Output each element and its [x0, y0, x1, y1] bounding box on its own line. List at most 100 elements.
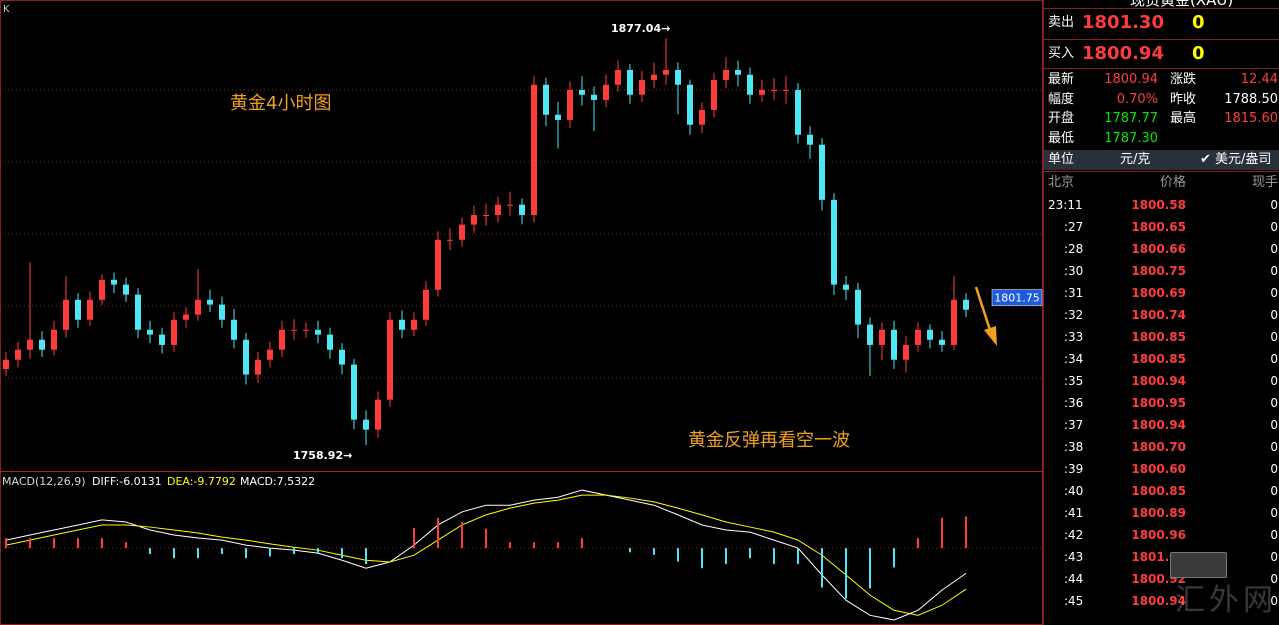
price-tag [991, 289, 1043, 306]
stat-cell: 12.44 [1240, 72, 1278, 87]
candle-body [567, 89, 573, 120]
tick-volume: 0 [1270, 572, 1278, 586]
candle-body [219, 304, 225, 320]
stat-cell: 昨收 [1170, 91, 1197, 107]
buy-label: 买入 [1048, 46, 1075, 61]
candle-body [435, 239, 441, 290]
candle-body [951, 299, 957, 345]
tick-volume: 0 [1270, 330, 1278, 344]
tick-time: 23:11 [1048, 198, 1083, 212]
tick-volume: 0 [1270, 418, 1278, 432]
separator [1044, 8, 1279, 9]
candle-body [855, 289, 861, 325]
candle-body [483, 215, 489, 217]
tick-time: :41 [1064, 506, 1084, 520]
high-label: 1877.04→ [611, 22, 670, 35]
tick-time: :45 [1064, 594, 1084, 608]
macd-line [5, 489, 967, 621]
candle-body [711, 79, 717, 110]
tick-volume: 0 [1270, 506, 1278, 520]
candle-body [291, 329, 297, 331]
tick-time: :34 [1064, 352, 1084, 366]
candle-body [555, 114, 561, 120]
candle-body [747, 74, 753, 95]
tick-volume: 0 [1270, 462, 1278, 476]
candle-body [459, 224, 465, 240]
tick-price: 1800.58 [1131, 198, 1186, 212]
candle-body [27, 339, 33, 350]
candle-body [99, 279, 105, 300]
candle-body [627, 69, 633, 95]
candle-body [159, 334, 165, 345]
tick-time: :33 [1064, 330, 1084, 344]
candle-body [339, 349, 345, 365]
candle-body [879, 329, 885, 345]
tick-volume: 0 [1270, 374, 1278, 388]
candle-body [39, 339, 45, 350]
tick-volume: 0 [1270, 396, 1278, 410]
stat-cell: 涨跌 [1170, 72, 1197, 87]
candle-body [207, 299, 213, 305]
candle-body [111, 279, 117, 285]
tick-time: :32 [1064, 308, 1084, 322]
tick-time: :38 [1064, 440, 1084, 454]
stat-cell: 1787.30 [1104, 130, 1158, 146]
tick-header: 价格 [1159, 175, 1186, 190]
tick-time: :44 [1064, 572, 1084, 586]
candle-body [891, 329, 897, 360]
tick-price: 1800.85 [1131, 330, 1186, 344]
sell-volume: 0 [1192, 12, 1205, 33]
candle-body [831, 199, 837, 285]
macd-line [5, 494, 967, 616]
candle-body [963, 299, 969, 310]
legend-entry: DEA:-9.7792 [167, 475, 236, 488]
legend-entry: DIFF:-6.0131 [92, 475, 162, 488]
stat-cell: 开盘 [1048, 111, 1075, 126]
tick-volume: 0 [1270, 242, 1278, 256]
candle-body [423, 289, 429, 320]
candle-body [267, 349, 273, 360]
candle-body [843, 284, 849, 290]
candle-body [495, 204, 501, 216]
chart: K 黄金4小时图 黄金反弹再看空一波 1877.04→ 1758.92→ MAC… [0, 0, 1043, 625]
candle-body [3, 359, 9, 370]
sell-price: 1801.30 [1082, 12, 1164, 33]
price-tag-label: 1801.75 [994, 292, 1040, 305]
unit-option[interactable]: ✔ 美元/盎司 [1200, 152, 1272, 167]
candle-body [303, 329, 309, 331]
candle-body [255, 359, 261, 375]
stat-cell: 幅度 [1048, 91, 1075, 107]
candle-body [243, 339, 249, 375]
tick-volume: 0 [1270, 594, 1278, 608]
tick-time: :30 [1064, 264, 1084, 278]
buy-price: 1800.94 [1082, 43, 1164, 64]
candle-body [795, 89, 801, 135]
candle-body [471, 215, 477, 225]
tick-volume: 0 [1270, 286, 1278, 300]
stat-cell: 1788.50 [1224, 91, 1278, 107]
tick-price: 1800.75 [1131, 264, 1186, 278]
candle-body [387, 319, 393, 400]
tick-header: 现手 [1251, 175, 1278, 190]
candle-body [399, 319, 405, 330]
candle-body [87, 299, 93, 320]
tick-price: 1800.70 [1131, 440, 1186, 454]
chart-frame [0, 0, 1043, 625]
quote-panel: 现货黄金(XAU) 卖出 1801.30 0 买入 1800.94 0 最新 18… [1043, 0, 1279, 625]
keyboard-icon[interactable] [1170, 552, 1227, 578]
arrow-shaft [974, 286, 992, 331]
tick-time: :43 [1064, 550, 1084, 564]
tick-volume: 0 [1270, 440, 1278, 454]
candle-body [651, 74, 657, 80]
candle-body [615, 69, 621, 85]
candle-body [639, 79, 645, 95]
candle-body [63, 299, 69, 330]
tick-volume: 0 [1270, 528, 1278, 542]
tick-volume: 0 [1270, 220, 1278, 234]
tick-price: 1800.85 [1131, 352, 1186, 366]
macd-panel [0, 489, 1042, 621]
unit-label: 单位 [1048, 152, 1075, 167]
candle-body [231, 319, 237, 340]
candle-body [351, 364, 357, 420]
candle-body [447, 239, 453, 241]
